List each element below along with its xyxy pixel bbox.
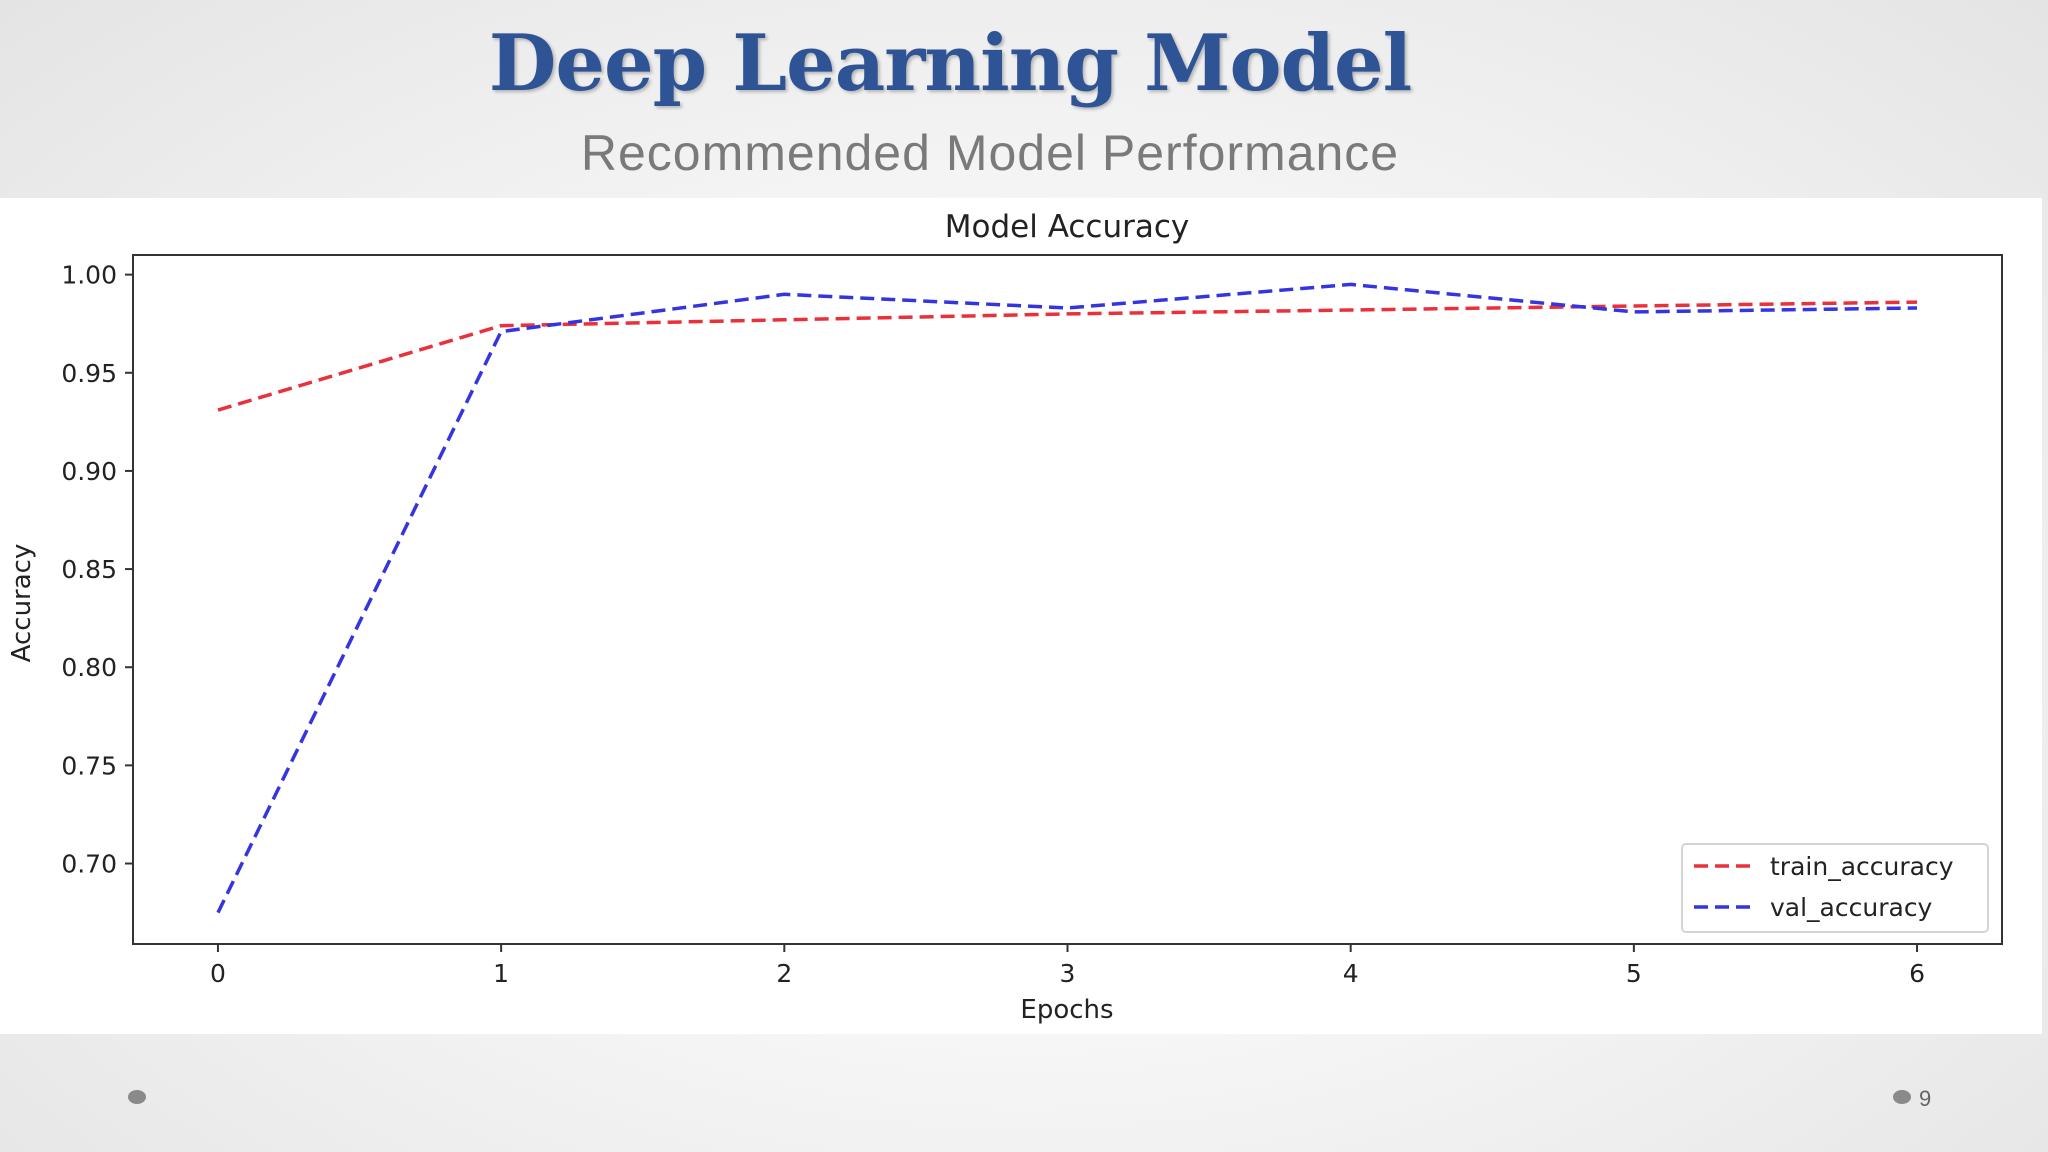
x-axis-label: Epochs [1020,995,1113,1025]
series-lines [216,282,1918,914]
x-tick-label: 1 [493,959,509,988]
y-tick-label: 0.70 [61,850,117,879]
y-tick-label: 0.90 [61,457,117,486]
x-tick-label: 2 [776,959,792,988]
legend-label: val_accuracy [1770,893,1933,922]
y-axis-label: Accuracy [7,544,37,663]
legend-box [1681,843,1989,933]
right-bullet-icon [1893,1090,1911,1104]
slide-title: Deep Learning Model [488,18,1413,109]
page-number: 9 [1919,1086,1932,1111]
x-tick-label: 3 [1060,959,1076,988]
accuracy-chart: Model Accuracy Accuracy Epochs 0.700.750… [7,209,2003,1025]
x-tick-label: 6 [1909,959,1925,988]
legend-label: train_accuracy [1770,852,1954,881]
chart-figure: Model Accuracy Accuracy Epochs 0.70 0.75 0… [0,198,2042,1034]
plot-frame [132,254,2003,945]
slide-subtitle: Recommended Model Performance [580,125,1400,181]
y-tick-label: 0.95 [61,359,117,388]
x-tick-label: 5 [1626,959,1642,988]
series-line-val-accuracy [216,282,1918,914]
legend: train_accuracy val_accuracy [1681,843,1989,933]
x-tick-label: 4 [1343,959,1359,988]
x-tick-label: 0 [210,959,226,988]
y-tick-label: 0.85 [61,555,117,584]
axis-ticks: 0.70 0.75 0.80 0.85 0.90 0.95 1.00 0 1 2 3 4 5 6 [61,261,1925,988]
left-bullet-icon [128,1090,146,1104]
series-line-train-accuracy [217,300,1918,412]
y-tick-label: 0.75 [61,751,117,780]
y-tick-label: 1.00 [61,261,117,290]
chart-title: Model Accuracy [945,209,1189,245]
y-tick-label: 0.80 [61,653,117,682]
